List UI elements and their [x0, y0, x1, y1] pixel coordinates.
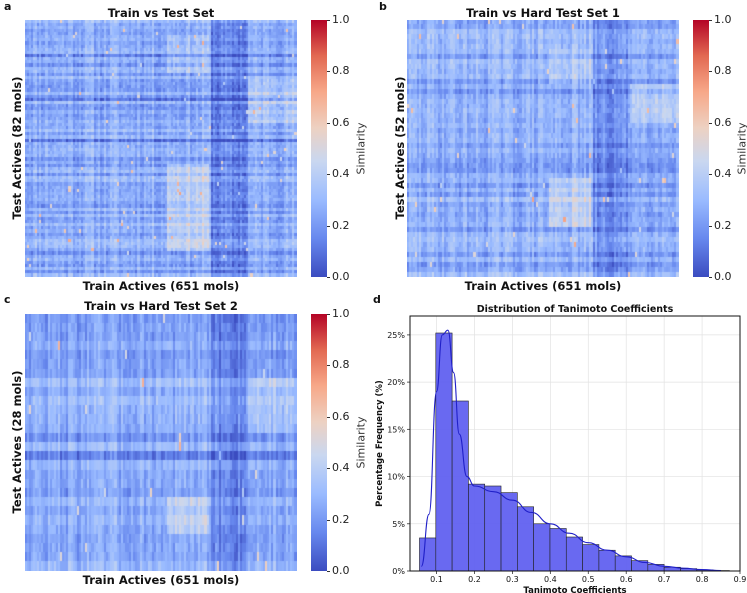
colorbar-tick-label: 0.6	[332, 115, 350, 129]
colorbar-tick-label: 0.6	[332, 409, 350, 423]
x-tick-label: 0.3	[506, 575, 519, 584]
x-tick-label: 0.4	[544, 575, 557, 584]
colorbar-tick-label: 0.0	[332, 270, 350, 283]
y-tick-label: 5%	[392, 520, 405, 529]
y-tick-label: 0%	[392, 567, 405, 576]
histogram-title: Distribution of Tanimoto Coefficients	[477, 304, 674, 315]
colorbar-tick-mark	[327, 225, 330, 227]
x-tick-label: 0.7	[658, 575, 671, 584]
panel-label-d: d	[373, 293, 381, 306]
x-axis-label-a: Train Actives (651 mols)	[82, 279, 240, 293]
y-tick-label: 10%	[387, 473, 405, 482]
x-axis-label-b: Train Actives (651 mols)	[464, 279, 622, 293]
y-tick-label: 25%	[387, 331, 405, 340]
colorbar-tick-mark	[327, 416, 330, 418]
heatmap-title-c: Train vs Hard Test Set 2	[84, 299, 238, 313]
histogram-bar	[484, 485, 502, 572]
colorbar-tick-label: 0.4	[332, 461, 350, 475]
x-tick-label: 0.6	[620, 575, 633, 584]
y-tick-label: 20%	[387, 378, 405, 387]
x-tick-label: 0.1	[430, 575, 443, 584]
histogram-bar	[565, 536, 583, 572]
panel-label-a: a	[4, 0, 12, 13]
histogram-bar	[549, 528, 567, 572]
histogram-bar	[517, 506, 534, 572]
colorbar-tick-mark	[709, 174, 712, 176]
colorbar-tick-label: 0.2	[332, 512, 350, 526]
colorbar-tick-label: 0.8	[332, 64, 350, 78]
colorbar-tick-label: 0.0	[714, 270, 732, 283]
histogram-bar	[435, 332, 453, 572]
heatmap-c	[25, 314, 297, 571]
colorbar-tick-label: 1.0	[332, 307, 350, 320]
heatmap-a	[25, 20, 297, 277]
colorbar-tick-label: 0.2	[714, 218, 732, 232]
x-axis-label-c: Train Actives (651 mols)	[82, 573, 240, 587]
colorbar-tick-label: 0.4	[332, 167, 350, 181]
colorbar-tick-mark	[327, 122, 330, 124]
x-tick-label: 0.2	[468, 575, 481, 584]
colorbar-tick-mark	[327, 468, 330, 470]
y-tick-label: 15%	[387, 425, 405, 434]
histogram-bar	[468, 483, 486, 572]
colorbar-tick-mark	[327, 20, 330, 21]
colorbar-tick-mark	[327, 314, 330, 315]
histogram-bar	[451, 400, 469, 572]
colorbar-c	[311, 314, 327, 571]
colorbar-tick-mark	[327, 174, 330, 176]
histogram-bar	[500, 492, 518, 572]
histogram-bar	[533, 523, 551, 572]
colorbar-tick-label: 0.6	[714, 115, 732, 129]
colorbar-tick-mark	[327, 365, 330, 367]
heatmap-b	[407, 20, 679, 277]
panel-label-b: b	[379, 0, 387, 13]
colorbar-b	[693, 20, 709, 277]
colorbar-tick-mark	[327, 571, 330, 572]
colorbar-tick-label: 0.8	[332, 358, 350, 372]
colorbar-tick-mark	[709, 122, 712, 124]
histogram-bar	[598, 549, 616, 572]
colorbar-tick-mark	[327, 519, 330, 521]
histogram-bar	[614, 555, 632, 572]
colorbar-tick-label: 0.2	[332, 218, 350, 232]
histogram-bar	[582, 544, 600, 572]
colorbar-tick-mark	[327, 71, 330, 73]
heatmap-title-b: Train vs Hard Test Set 1	[466, 6, 620, 20]
colorbar-tick-label: 0.4	[714, 167, 732, 181]
heatmap-title-a: Train vs Test Set	[107, 6, 215, 20]
colorbar-tick-mark	[709, 20, 712, 21]
panel-label-c: c	[4, 293, 11, 306]
histogram-x-label: Tanimoto Coefficients	[523, 586, 626, 593]
colorbar-tick-label: 1.0	[332, 13, 350, 26]
colorbar-tick-mark	[709, 225, 712, 227]
plot-frame	[409, 315, 741, 572]
colorbar-tick-mark	[709, 71, 712, 73]
x-tick-label: 0.9	[734, 575, 747, 584]
colorbar-tick-label: 0.0	[332, 564, 350, 577]
kde-curve	[420, 329, 722, 572]
colorbar-tick-mark	[709, 277, 712, 278]
x-tick-label: 0.5	[582, 575, 595, 584]
histogram-y-label: Percentage Frequency (%)	[375, 380, 385, 507]
colorbar-tick-label: 1.0	[714, 13, 732, 26]
colorbar-tick-label: 0.8	[714, 64, 732, 78]
x-tick-label: 0.8	[696, 575, 709, 584]
colorbar-tick-mark	[327, 277, 330, 278]
colorbar-a	[311, 20, 327, 277]
